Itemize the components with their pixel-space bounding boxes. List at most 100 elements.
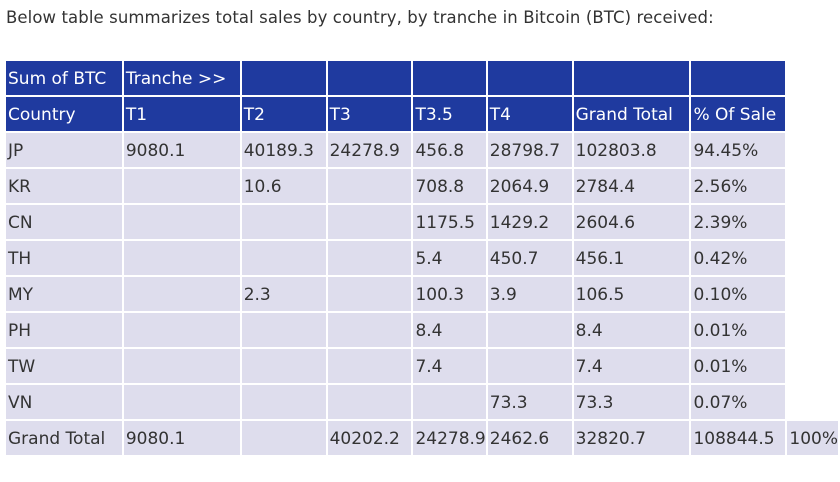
cell: 5.4 [413,241,486,275]
cell: 708.8 [413,169,486,203]
cell: 0.01% [691,349,786,383]
cell: 10.6 [241,169,326,203]
cell: PH [6,313,122,347]
cell: 7.4 [413,349,486,383]
data-row: KR 10.6 708.8 2064.9 2784.4 2.56% [6,169,838,203]
cell: 2784.4 [573,169,690,203]
header-cell [241,61,326,95]
header-cell: % Of Sale [691,97,786,131]
cell [123,313,240,347]
cell: KR [6,169,122,203]
data-row: PH 8.4 8.4 0.01% [6,313,838,347]
cell: 0.01% [691,313,786,347]
cell [487,313,572,347]
cell: 0.42% [691,241,786,275]
cell [241,421,326,455]
cell [327,349,412,383]
cell: 2.3 [241,277,326,311]
cell: Grand Total [6,421,122,455]
cell: 0.07% [691,385,786,419]
header-cell: Sum of BTC [6,61,122,95]
cell: 1175.5 [413,205,486,239]
cell: 0.10% [691,277,786,311]
cell: CN [6,205,122,239]
cell: 9080.1 [123,421,240,455]
cell: 73.3 [487,385,572,419]
cell: 456.1 [573,241,690,275]
cell: VN [6,385,122,419]
cell [413,385,486,419]
cell [487,349,572,383]
cell [123,169,240,203]
cell: 8.4 [573,313,690,347]
cell [241,349,326,383]
cell [241,385,326,419]
cell: 3.9 [487,277,572,311]
header-cell: T3.5 [413,97,486,131]
header-cell: Country [6,97,122,131]
cell: TH [6,241,122,275]
cell [123,385,240,419]
cell: 9080.1 [123,133,240,167]
cell: 456.8 [413,133,486,167]
cell [241,241,326,275]
cell: TW [6,349,122,383]
header-cell [413,61,486,95]
cell: 100% [787,421,838,455]
cell: 1429.2 [487,205,572,239]
header-cell [487,61,572,95]
header-cell [691,61,786,95]
cell: 450.7 [487,241,572,275]
data-row: JP 9080.1 40189.3 24278.9 456.8 28798.7 102803… [6,133,838,167]
data-row: TH 5.4 450.7 456.1 0.42% [6,241,838,275]
cell: 73.3 [573,385,690,419]
data-row: TW 7.4 7.4 0.01% [6,349,838,383]
cell: 24278.9 [413,421,486,455]
data-row: VN 73.3 73.3 0.07% [6,385,838,419]
header-cell: T3 [327,97,412,131]
cell [327,385,412,419]
cell [241,205,326,239]
header-cell: T4 [487,97,572,131]
cell: 2462.6 [487,421,572,455]
cell: 40202.2 [327,421,412,455]
header-cell [327,61,412,95]
cell: 7.4 [573,349,690,383]
cell [123,205,240,239]
cell [327,169,412,203]
cell [327,313,412,347]
header-row: Sum of BTC Tranche >> [6,61,838,95]
header-cell [573,61,690,95]
cell [327,241,412,275]
cell: 108844.5 [691,421,786,455]
cell: 40189.3 [241,133,326,167]
sales-table: Sum of BTC Tranche >> Country T1 T2 T3 T3.5 T4 G… [4,59,840,457]
cell [123,277,240,311]
cell: 8.4 [413,313,486,347]
cell: 106.5 [573,277,690,311]
cell: 2.56% [691,169,786,203]
header-cell: T2 [241,97,326,131]
cell: JP [6,133,122,167]
data-row: MY 2.3 100.3 3.9 106.5 0.10% [6,277,838,311]
cell [241,313,326,347]
cell: 2.39% [691,205,786,239]
cell [327,277,412,311]
header-row: Country T1 T2 T3 T3.5 T4 Grand Total% Of Sale [6,97,838,131]
header-cell: Grand Total [573,97,690,131]
cell: 28798.7 [487,133,572,167]
cell [327,205,412,239]
data-row: CN 1175.5 1429.2 2604.6 2.39% [6,205,838,239]
cell: 2064.9 [487,169,572,203]
cell [123,349,240,383]
cell: 32820.7 [573,421,690,455]
cell: 102803.8 [573,133,690,167]
data-row: Grand Total 9080.1 40202.2 24278.9 2462.6 328… [6,421,838,455]
cell: 2604.6 [573,205,690,239]
cell: 24278.9 [327,133,412,167]
cell: MY [6,277,122,311]
cell: 94.45% [691,133,786,167]
cell [123,241,240,275]
cell: 100.3 [413,277,486,311]
